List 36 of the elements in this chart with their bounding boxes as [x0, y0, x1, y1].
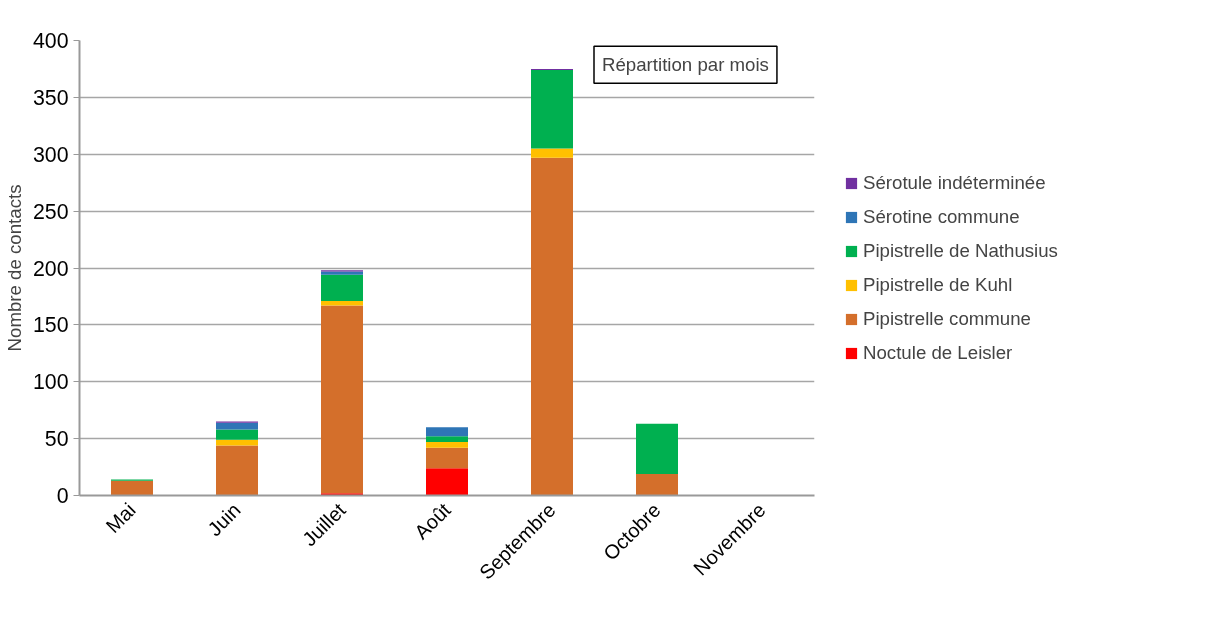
bar	[636, 423, 678, 474]
y-tick-label: 350	[32, 85, 69, 110]
y-tick-label: 250	[32, 199, 69, 224]
legend-label: Pipistrelle commune	[863, 307, 1031, 330]
bar	[531, 148, 573, 158]
bar	[216, 445, 258, 496]
legend-label: Pipistrelle de Kuhl	[863, 273, 1013, 296]
bar	[531, 70, 573, 149]
bar	[426, 447, 468, 469]
y-tick-label: 100	[32, 370, 69, 395]
legend-label: Pipistrelle de Nathusius	[863, 239, 1058, 262]
y-tick-label: 0	[56, 484, 69, 508]
bar	[426, 427, 468, 437]
y-tick-label: 400	[32, 29, 69, 53]
y-tick-label: 300	[32, 142, 69, 167]
bar	[426, 436, 468, 443]
y-tick-label: 200	[32, 256, 69, 281]
y-tick-label: 50	[44, 427, 69, 452]
legend-label: Sérotule indéterminée	[863, 171, 1046, 194]
bar	[426, 468, 468, 496]
bar	[321, 274, 363, 301]
legend-label: Noctule de Leisler	[863, 341, 1013, 364]
bar	[111, 480, 153, 496]
bar	[636, 473, 678, 496]
y-tick-label: 150	[32, 313, 69, 338]
text: Répartition par mois	[602, 54, 769, 76]
bar	[321, 300, 363, 306]
x-tick-label: Juin	[203, 498, 245, 541]
x-tick-label: Mai	[101, 498, 140, 538]
bar	[426, 442, 468, 448]
bar	[321, 305, 363, 494]
bar	[531, 157, 573, 496]
bar	[216, 429, 258, 440]
legend-label: Sérotine commune	[863, 205, 1020, 228]
bar	[216, 422, 258, 430]
y-axis-title: Nombre de contacts	[3, 184, 25, 352]
